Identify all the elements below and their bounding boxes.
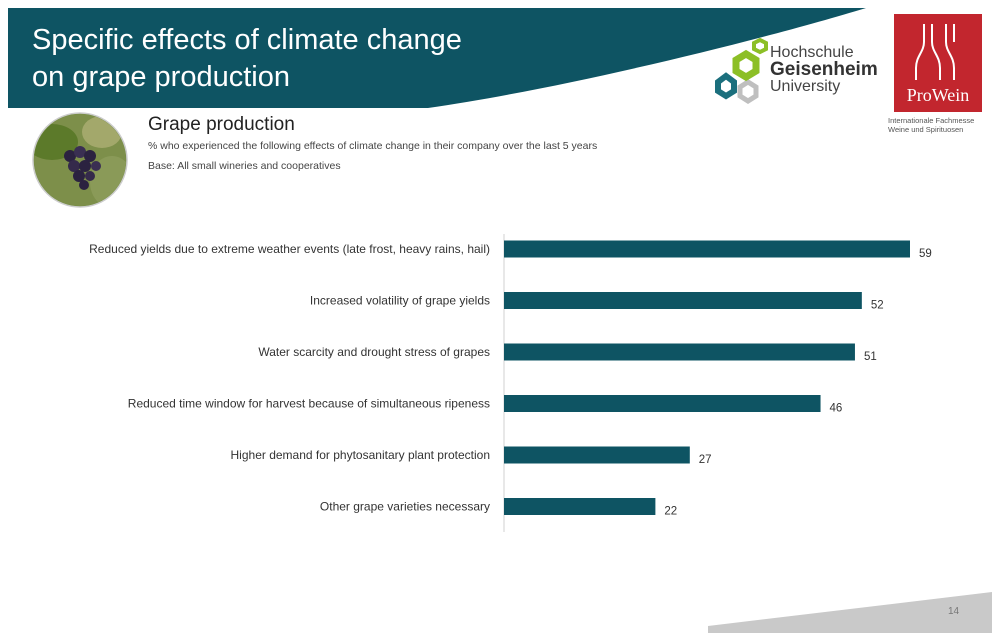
bar bbox=[504, 240, 910, 258]
category-label: Water scarcity and drought stress of gra… bbox=[258, 345, 490, 359]
value-label: 46 bbox=[830, 403, 843, 415]
value-label: 59 bbox=[919, 248, 932, 260]
title-banner bbox=[8, 8, 866, 108]
title-line-2: on grape production bbox=[32, 61, 290, 93]
bar-chart: Reduced yields due to extreme weather ev… bbox=[89, 234, 932, 532]
prowein-subtitle: Internationale Fachmesse Weine und Spiri… bbox=[888, 116, 992, 134]
university-line-3: University bbox=[770, 78, 841, 95]
page-title: Specific effects of climate change on gr… bbox=[32, 22, 552, 96]
category-label: Other grape varieties necessary bbox=[320, 500, 490, 514]
university-name: Hochschule Geisenheim University bbox=[770, 44, 878, 95]
page-number: 14 bbox=[948, 606, 960, 617]
university-logo-icon bbox=[715, 38, 768, 104]
bar bbox=[504, 446, 690, 464]
wine-bottles-icon bbox=[915, 24, 955, 80]
footer-stripe bbox=[708, 592, 992, 633]
category-label: Increased volatility of grape yields bbox=[310, 294, 490, 308]
grapes-image bbox=[32, 112, 128, 208]
category-label: Reduced yields due to extreme weather ev… bbox=[89, 242, 490, 256]
value-label: 27 bbox=[699, 454, 712, 466]
value-label: 22 bbox=[664, 506, 677, 518]
section-title: Grape production bbox=[148, 114, 295, 135]
value-label: 51 bbox=[864, 351, 877, 363]
bar bbox=[504, 395, 821, 412]
prowein-name: ProWein bbox=[906, 85, 970, 105]
slide: Specific effects of climate change on gr… bbox=[8, 8, 992, 633]
section-subtitle: % who experienced the following effects … bbox=[148, 140, 598, 152]
prowein-sub-line-2: Weine und Spirituosen bbox=[888, 125, 964, 134]
category-label: Reduced time window for harvest because … bbox=[128, 397, 490, 411]
bar bbox=[504, 343, 855, 361]
value-label: 52 bbox=[871, 300, 884, 312]
base-note: Base: All small wineries and cooperative… bbox=[148, 160, 341, 172]
category-label: Higher demand for phytosanitary plant pr… bbox=[231, 448, 490, 462]
bar bbox=[504, 292, 862, 309]
bar bbox=[504, 498, 656, 515]
title-line-1: Specific effects of climate change bbox=[32, 24, 462, 56]
prowein-logo: ProWein bbox=[894, 14, 982, 112]
prowein-sub-line-1: Internationale Fachmesse bbox=[888, 116, 975, 125]
university-line-1: Hochschule bbox=[770, 44, 854, 61]
university-line-2: Geisenheim bbox=[770, 59, 878, 80]
